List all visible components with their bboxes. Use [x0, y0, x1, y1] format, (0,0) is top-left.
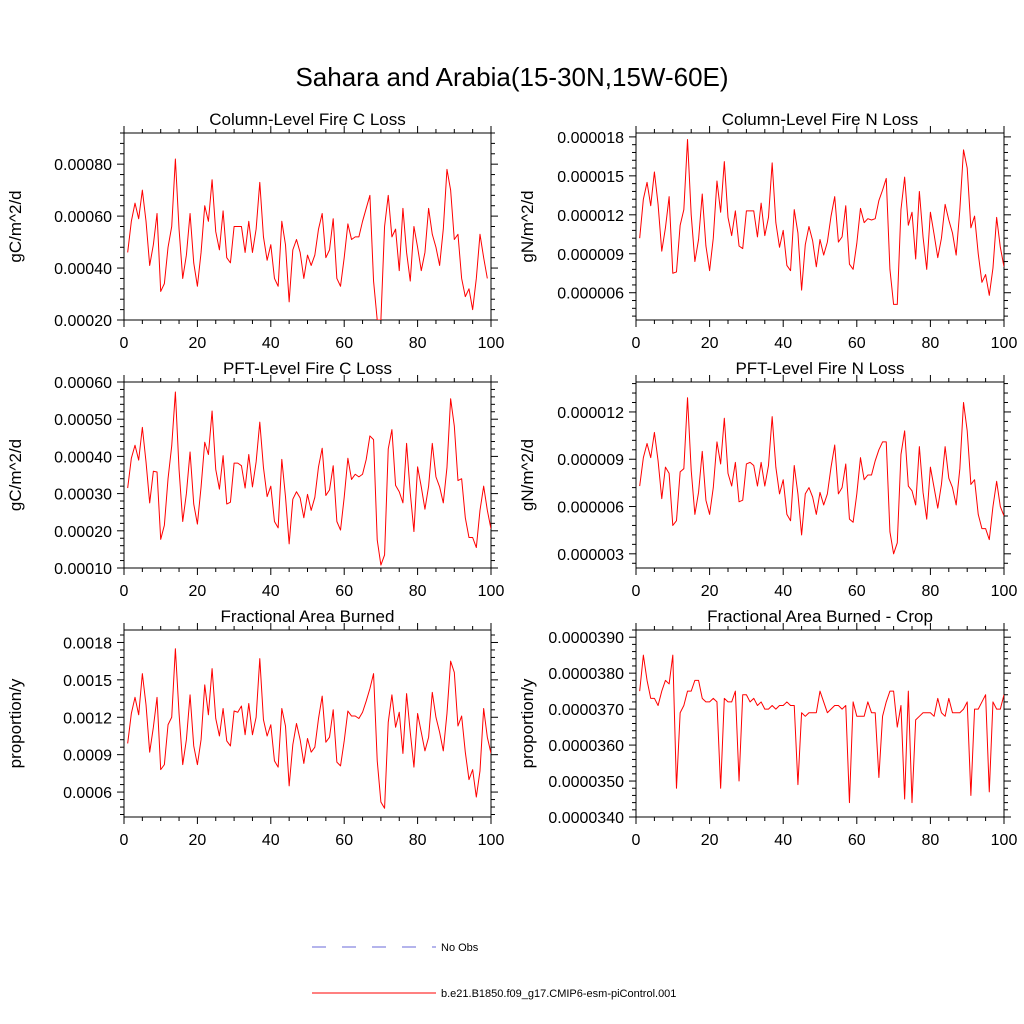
x-tick-label: 0 [632, 583, 641, 600]
y-tick-label: 0.000009 [557, 452, 624, 469]
x-tick-label: 60 [848, 335, 866, 352]
x-tick-label: 80 [409, 335, 427, 352]
chart-panel: Column-Level Fire N Loss 0 20 40 60 80 100 0.00… [518, 110, 1017, 352]
y-tick-label: 0.000009 [557, 247, 624, 264]
y-tick-label: 0.0000340 [548, 810, 624, 827]
x-tick-label: 100 [991, 583, 1018, 600]
x-tick-label: 100 [991, 335, 1018, 352]
x-tick-label: 40 [262, 335, 280, 352]
x-tick-label: 80 [922, 583, 940, 600]
series-line [127, 158, 488, 320]
x-tick-label: 0 [120, 832, 129, 849]
y-tick-label: 0.00060 [54, 209, 112, 226]
y-tick-label: 0.0000360 [548, 738, 624, 755]
y-tick-label: 0.0018 [63, 635, 112, 652]
series-line [639, 138, 1004, 305]
x-tick-label: 0 [120, 335, 129, 352]
y-tick-label: 0.0006 [63, 785, 112, 802]
y-tick-label: 0.00040 [54, 261, 112, 278]
panel-title: Fractional Area Burned [221, 607, 395, 626]
x-tick-label: 80 [922, 335, 940, 352]
x-tick-label: 60 [335, 335, 353, 352]
chart-panel: Fractional Area Burned - Crop 0 20 40 60 80 10… [518, 607, 1017, 849]
y-tick-label: 0.00010 [54, 561, 112, 578]
panel-title: PFT-Level Fire N Loss [735, 359, 904, 378]
x-tick-label: 20 [701, 832, 719, 849]
chart-panel: Column-Level Fire C Loss 0 20 40 60 80 100 0.00… [6, 110, 504, 352]
series-line [127, 391, 491, 566]
chart-panel: Fractional Area Burned 0 20 40 60 80 100 0.0006… [6, 607, 504, 849]
y-tick-label: 0.0000380 [548, 666, 624, 683]
panel-title: Column-Level Fire C Loss [209, 110, 406, 129]
x-tick-label: 60 [848, 832, 866, 849]
x-tick-label: 0 [120, 583, 129, 600]
y-tick-label: 0.000003 [557, 547, 624, 564]
y-tick-label: 0.000006 [557, 500, 624, 517]
y-tick-label: 0.00040 [54, 449, 112, 466]
legend-entry: b.e21.B1850.f09_g17.CMIP6-esm-piControl.… [312, 988, 676, 1000]
y-axis-label: gC/m^2/d [6, 439, 25, 511]
x-tick-label: 20 [701, 583, 719, 600]
series-line [127, 648, 491, 809]
y-tick-label: 0.0000350 [548, 774, 624, 791]
x-tick-label: 100 [478, 583, 505, 600]
y-axis-label: proportion/y [6, 678, 25, 768]
y-tick-label: 0.0015 [63, 673, 112, 690]
x-tick-label: 100 [991, 832, 1018, 849]
chart-panel: PFT-Level Fire C Loss 0 20 40 60 80 100 0.00010… [6, 359, 504, 600]
x-tick-label: 60 [335, 832, 353, 849]
x-tick-label: 20 [189, 335, 207, 352]
legend-label: No Obs [441, 942, 479, 954]
x-tick-label: 60 [335, 583, 353, 600]
y-tick-label: 0.00020 [54, 524, 112, 541]
x-tick-label: 40 [774, 583, 792, 600]
y-tick-label: 0.0000370 [548, 702, 624, 719]
panel-title: Column-Level Fire N Loss [722, 110, 919, 129]
x-tick-label: 40 [262, 832, 280, 849]
x-tick-label: 20 [189, 583, 207, 600]
series-line [639, 397, 1004, 555]
x-tick-label: 80 [409, 832, 427, 849]
panel-title: Fractional Area Burned - Crop [707, 607, 933, 626]
legend-entry: No Obs [312, 942, 479, 954]
x-tick-label: 60 [848, 583, 866, 600]
y-tick-label: 0.0000390 [548, 630, 624, 647]
x-tick-label: 40 [774, 832, 792, 849]
panel-title: PFT-Level Fire C Loss [223, 359, 392, 378]
series-line [639, 654, 1004, 804]
y-tick-label: 0.000012 [557, 405, 624, 422]
y-tick-label: 0.00020 [54, 313, 112, 330]
x-tick-label: 20 [189, 832, 207, 849]
x-tick-label: 0 [632, 335, 641, 352]
y-tick-label: 0.000015 [557, 169, 624, 186]
y-tick-label: 0.000018 [557, 130, 624, 147]
chart-panel: PFT-Level Fire N Loss 0 20 40 60 80 100 0.00000… [518, 359, 1017, 600]
y-axis-label: gC/m^2/d [6, 190, 25, 262]
y-axis-label: gN/m^2/d [518, 190, 537, 262]
y-tick-label: 0.00030 [54, 487, 112, 504]
x-tick-label: 100 [478, 832, 505, 849]
y-tick-label: 0.00050 [54, 412, 112, 429]
y-tick-label: 0.00080 [54, 157, 112, 174]
x-tick-label: 100 [478, 335, 505, 352]
x-tick-label: 0 [632, 832, 641, 849]
x-tick-label: 80 [409, 583, 427, 600]
y-tick-label: 0.0012 [63, 710, 112, 727]
y-tick-label: 0.0009 [63, 748, 112, 765]
y-axis-label: gN/m^2/d [518, 439, 537, 511]
y-tick-label: 0.00060 [54, 375, 112, 392]
x-tick-label: 20 [701, 335, 719, 352]
panels-container: Column-Level Fire C Loss 0 20 40 60 80 100 0.00… [6, 110, 1017, 849]
x-tick-label: 80 [922, 832, 940, 849]
legend: No Obs b.e21.B1850.f09_g17.CMIP6-esm-piCo… [312, 942, 676, 1000]
y-tick-label: 0.000006 [557, 286, 624, 303]
legend-label: b.e21.B1850.f09_g17.CMIP6-esm-piControl.… [441, 988, 676, 1000]
x-tick-label: 40 [774, 335, 792, 352]
main-title: Sahara and Arabia(15-30N,15W-60E) [295, 62, 728, 92]
x-tick-label: 40 [262, 583, 280, 600]
y-axis-label: proportion/y [518, 678, 537, 768]
y-tick-label: 0.000012 [557, 208, 624, 225]
